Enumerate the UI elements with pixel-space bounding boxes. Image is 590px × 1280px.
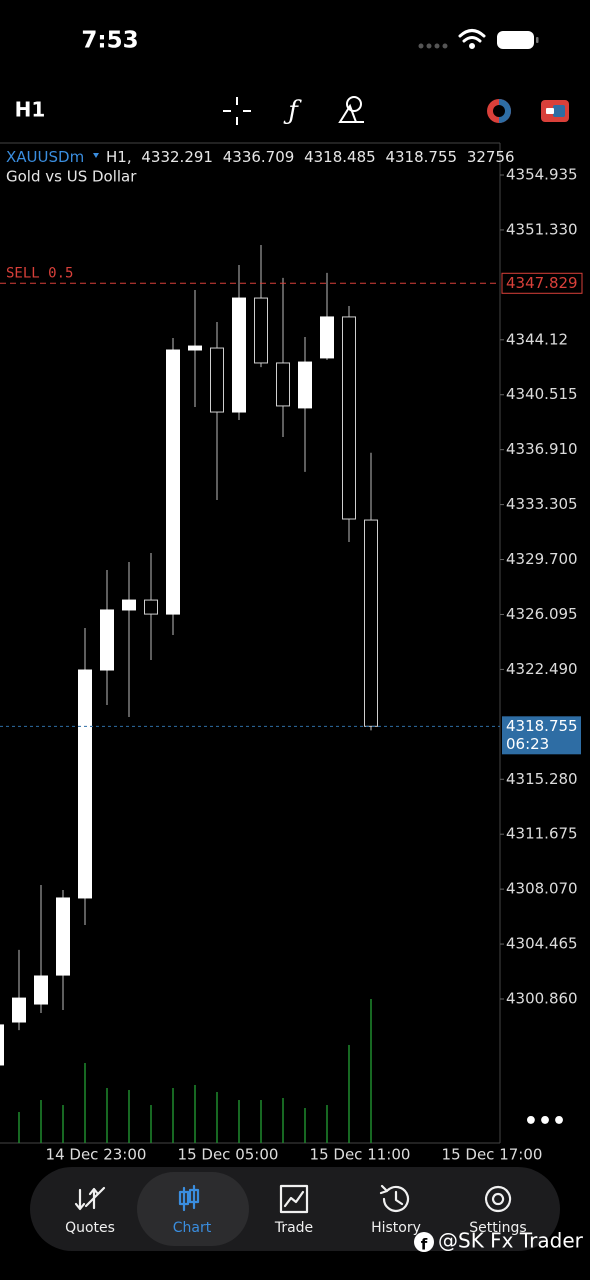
- y-tick-label: 4336.910: [506, 440, 578, 458]
- candle-body: [276, 362, 290, 407]
- candle-body: [210, 347, 224, 413]
- y-tick-label: 4308.070: [506, 880, 578, 898]
- objects-button[interactable]: [338, 96, 364, 123]
- wifi-icon: [458, 29, 486, 49]
- candle-body: [254, 297, 268, 364]
- close: 4318.755: [385, 148, 457, 166]
- low: 4318.485: [304, 148, 376, 166]
- facebook-icon: [414, 1232, 434, 1252]
- trade-signal-icon[interactable]: [487, 99, 511, 123]
- candle-body: [144, 599, 158, 615]
- current-price: 4318.755: [506, 717, 578, 735]
- signal-icon: [418, 43, 448, 49]
- x-tick-label: 15 Dec 11:00: [310, 1146, 411, 1164]
- volume: 32756: [467, 148, 515, 166]
- chart: 4354.935 4351.330 4344.12 4340.515 4336.910 4…: [0, 166, 583, 1164]
- chart-header: XAUUSDm: [6, 148, 84, 166]
- y-tick-label: 4326.095: [506, 605, 578, 623]
- candle-body: [122, 599, 136, 611]
- nav-items: Quotes Chart Trade History Settings: [65, 1172, 527, 1246]
- y-tick-label: 4322.490: [506, 660, 578, 678]
- current-price-box: [502, 716, 581, 755]
- candle-body: [34, 975, 48, 1005]
- more-button[interactable]: •••: [524, 1109, 566, 1134]
- account-icon[interactable]: [541, 100, 569, 122]
- nav-label[interactable]: History: [371, 1220, 421, 1236]
- watermark-text: @SK Fx Trader: [438, 1229, 584, 1253]
- timeframe: H1,: [106, 148, 132, 166]
- symbol-description: Gold vs US Dollar: [6, 168, 137, 186]
- candle-body: [320, 316, 334, 359]
- candle-body: [0, 1024, 4, 1066]
- nav-icon[interactable]: [484, 1185, 512, 1213]
- nav-label[interactable]: Quotes: [65, 1220, 115, 1236]
- candle-body: [12, 997, 26, 1023]
- y-tick-label: 4333.305: [506, 495, 578, 513]
- high: 4336.709: [223, 148, 295, 166]
- nav-active-pill: [137, 1172, 249, 1246]
- symbol-dropdown-icon[interactable]: [93, 153, 99, 158]
- nav-icon[interactable]: [178, 1184, 200, 1212]
- open: 4332.291: [141, 148, 213, 166]
- facebook-icon-letter: f: [421, 1236, 428, 1254]
- y-tick-label: 4351.330: [506, 220, 578, 238]
- nav-icon[interactable]: [74, 1186, 106, 1211]
- candle-body: [232, 297, 246, 413]
- candle-body: [298, 361, 312, 409]
- candle-body: [166, 349, 180, 615]
- y-tick-label: 4344.12: [506, 330, 568, 348]
- candle-body: [188, 345, 202, 351]
- crosshair-button[interactable]: [223, 97, 251, 125]
- y-tick-label: 4329.700: [506, 550, 578, 568]
- timeframe-button[interactable]: H1: [15, 98, 46, 122]
- nav-icon[interactable]: [279, 1184, 309, 1214]
- symbol[interactable]: XAUUSDm: [6, 148, 84, 166]
- candle-body: [342, 316, 356, 520]
- indicators-button[interactable]: ƒ: [283, 96, 302, 126]
- candle-body: [100, 609, 114, 671]
- countdown: 06:23: [506, 735, 549, 753]
- battery-icon: [497, 31, 534, 49]
- status-time: 7:53: [81, 28, 138, 54]
- nav-icon[interactable]: [379, 1184, 410, 1212]
- order-label: SELL 0.5: [6, 265, 73, 281]
- order-price: 4347.829: [506, 274, 578, 292]
- ohlc-header: H1, 4332.291 4336.709 4318.485 4318.755 …: [106, 148, 515, 166]
- x-tick-label: 15 Dec 05:00: [178, 1146, 279, 1164]
- nav-label[interactable]: Trade: [274, 1220, 313, 1236]
- candle-body: [78, 669, 92, 899]
- y-tick-label: 4311.675: [506, 825, 578, 843]
- candle-body: [56, 897, 70, 976]
- nav-label[interactable]: Chart: [173, 1220, 212, 1236]
- x-tick-label: 15 Dec 17:00: [442, 1146, 543, 1164]
- y-tick-label: 4354.935: [506, 166, 578, 184]
- candle-body: [364, 519, 378, 727]
- nav-label[interactable]: Settings: [469, 1220, 526, 1236]
- y-tick-label: 4300.860: [506, 990, 578, 1008]
- watermark: f @SK Fx Trader: [414, 1229, 584, 1254]
- order-price-box: [501, 272, 583, 294]
- y-tick-label: 4340.515: [506, 385, 578, 403]
- battery-tip: [536, 37, 539, 43]
- x-tick-label: 14 Dec 23:00: [46, 1146, 147, 1164]
- y-tick-label: 4304.465: [506, 935, 578, 953]
- y-tick-label: 4315.280: [506, 770, 578, 788]
